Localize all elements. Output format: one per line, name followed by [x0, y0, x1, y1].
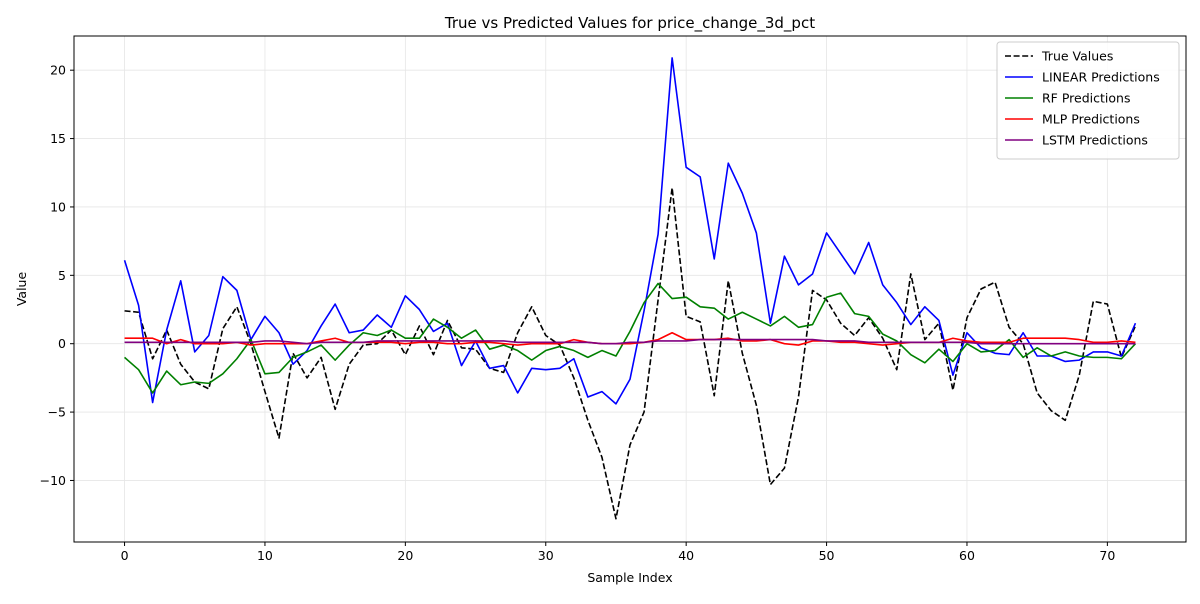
y-tick-label: 10 — [50, 199, 66, 214]
axes: 0 10 20 30 40 50 60 70 −10 −5 0 5 10 15 20 — [40, 63, 1116, 563]
legend-label: RF Predictions — [1042, 91, 1130, 106]
legend-label: True Values — [1041, 49, 1113, 64]
x-axis-label: Sample Index — [587, 570, 672, 585]
x-tick-label: 70 — [1099, 548, 1115, 563]
y-tick-label: −10 — [40, 473, 66, 488]
series-line-lstm-predictions — [124, 338, 1136, 345]
chart-title: True vs Predicted Values for price_chang… — [444, 14, 815, 33]
x-tick-label: 60 — [959, 548, 975, 563]
legend-box — [996, 41, 1180, 160]
series-line-rf-predictions — [124, 282, 1137, 394]
y-tick-label: −5 — [48, 405, 66, 420]
x-tick-label: 40 — [678, 548, 694, 563]
plot-area-frame — [73, 35, 1187, 543]
y-tick-label: 15 — [50, 131, 66, 146]
x-tick-label: 20 — [397, 548, 413, 563]
y-tick-label: 5 — [58, 268, 66, 283]
legend-label: LSTM Predictions — [1042, 133, 1148, 148]
series-line-mlp-predictions — [124, 331, 1136, 346]
series-line-true-values — [124, 187, 1137, 520]
legend-label: LINEAR Predictions — [1042, 70, 1160, 85]
series-line-linear-predictions — [123, 57, 1137, 405]
x-tick-label: 30 — [538, 548, 554, 563]
x-tick-label: 0 — [121, 548, 129, 563]
x-tick-label: 10 — [257, 548, 273, 563]
series-lines — [123, 57, 1137, 520]
y-axis-label: Value — [14, 272, 29, 307]
y-tick-label: 0 — [58, 336, 66, 351]
x-tick-label: 50 — [819, 548, 835, 563]
legend-label: MLP Predictions — [1042, 112, 1140, 127]
legend: True Values LINEAR Predictions RF Predicti… — [996, 41, 1180, 160]
y-tick-label: 20 — [50, 63, 66, 78]
